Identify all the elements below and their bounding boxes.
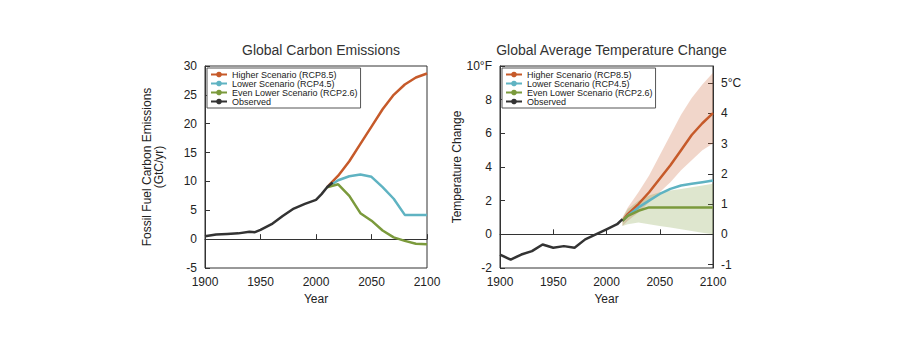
svg-text:10°F: 10°F <box>467 59 492 73</box>
svg-text:6: 6 <box>485 126 492 140</box>
svg-text:Observed: Observed <box>527 97 566 107</box>
svg-text:20: 20 <box>184 117 198 131</box>
svg-text:Even Lower Scenario (RCP2.6): Even Lower Scenario (RCP2.6) <box>527 87 653 98</box>
svg-text:2: 2 <box>721 167 728 181</box>
svg-text:2: 2 <box>485 194 492 208</box>
svg-text:-5: -5 <box>186 261 197 275</box>
svg-text:Temperature Change: Temperature Change <box>450 110 464 223</box>
svg-text:2100: 2100 <box>414 275 441 289</box>
svg-text:1900: 1900 <box>192 275 219 289</box>
svg-text:2050: 2050 <box>358 275 385 289</box>
svg-text:Global Average Temperature Cha: Global Average Temperature Change <box>496 42 727 58</box>
svg-text:2000: 2000 <box>593 275 620 289</box>
svg-text:4: 4 <box>485 160 492 174</box>
svg-text:Year: Year <box>594 292 618 306</box>
svg-text:(GtC/yr): (GtC/yr) <box>152 146 166 189</box>
svg-text:Even Lower Scenario (RCP2.6): Even Lower Scenario (RCP2.6) <box>232 87 358 98</box>
svg-text:5°C: 5°C <box>721 76 741 90</box>
svg-text:Year: Year <box>304 292 328 306</box>
svg-text:8: 8 <box>485 93 492 107</box>
svg-text:Global Carbon Emissions: Global Carbon Emissions <box>242 42 400 58</box>
svg-text:25: 25 <box>184 88 198 102</box>
svg-text:Lower Scenario (RCP4.5): Lower Scenario (RCP4.5) <box>527 78 630 89</box>
svg-text:1950: 1950 <box>540 275 567 289</box>
svg-text:Lower Scenario (RCP4.5): Lower Scenario (RCP4.5) <box>232 78 335 89</box>
svg-text:Higher Scenario (RCP8.5): Higher Scenario (RCP8.5) <box>527 69 632 80</box>
svg-text:1900: 1900 <box>487 275 514 289</box>
svg-text:2100: 2100 <box>700 275 727 289</box>
svg-text:-1: -1 <box>721 258 732 272</box>
svg-text:30: 30 <box>184 59 198 73</box>
svg-text:0: 0 <box>190 232 197 246</box>
svg-text:10: 10 <box>184 174 198 188</box>
svg-text:4: 4 <box>721 106 728 120</box>
svg-text:2000: 2000 <box>303 275 330 289</box>
svg-text:1: 1 <box>721 197 728 211</box>
svg-text:0: 0 <box>721 227 728 241</box>
svg-text:3: 3 <box>721 137 728 151</box>
svg-text:Higher Scenario (RCP8.5): Higher Scenario (RCP8.5) <box>232 69 337 80</box>
svg-text:Fossil Fuel Carbon Emissions: Fossil Fuel Carbon Emissions <box>140 87 154 247</box>
svg-text:15: 15 <box>184 146 198 160</box>
svg-text:Observed: Observed <box>232 97 271 107</box>
svg-text:5: 5 <box>190 203 197 217</box>
svg-text:1950: 1950 <box>247 275 274 289</box>
svg-text:-2: -2 <box>481 261 492 275</box>
svg-text:2050: 2050 <box>646 275 673 289</box>
svg-text:0: 0 <box>485 227 492 241</box>
